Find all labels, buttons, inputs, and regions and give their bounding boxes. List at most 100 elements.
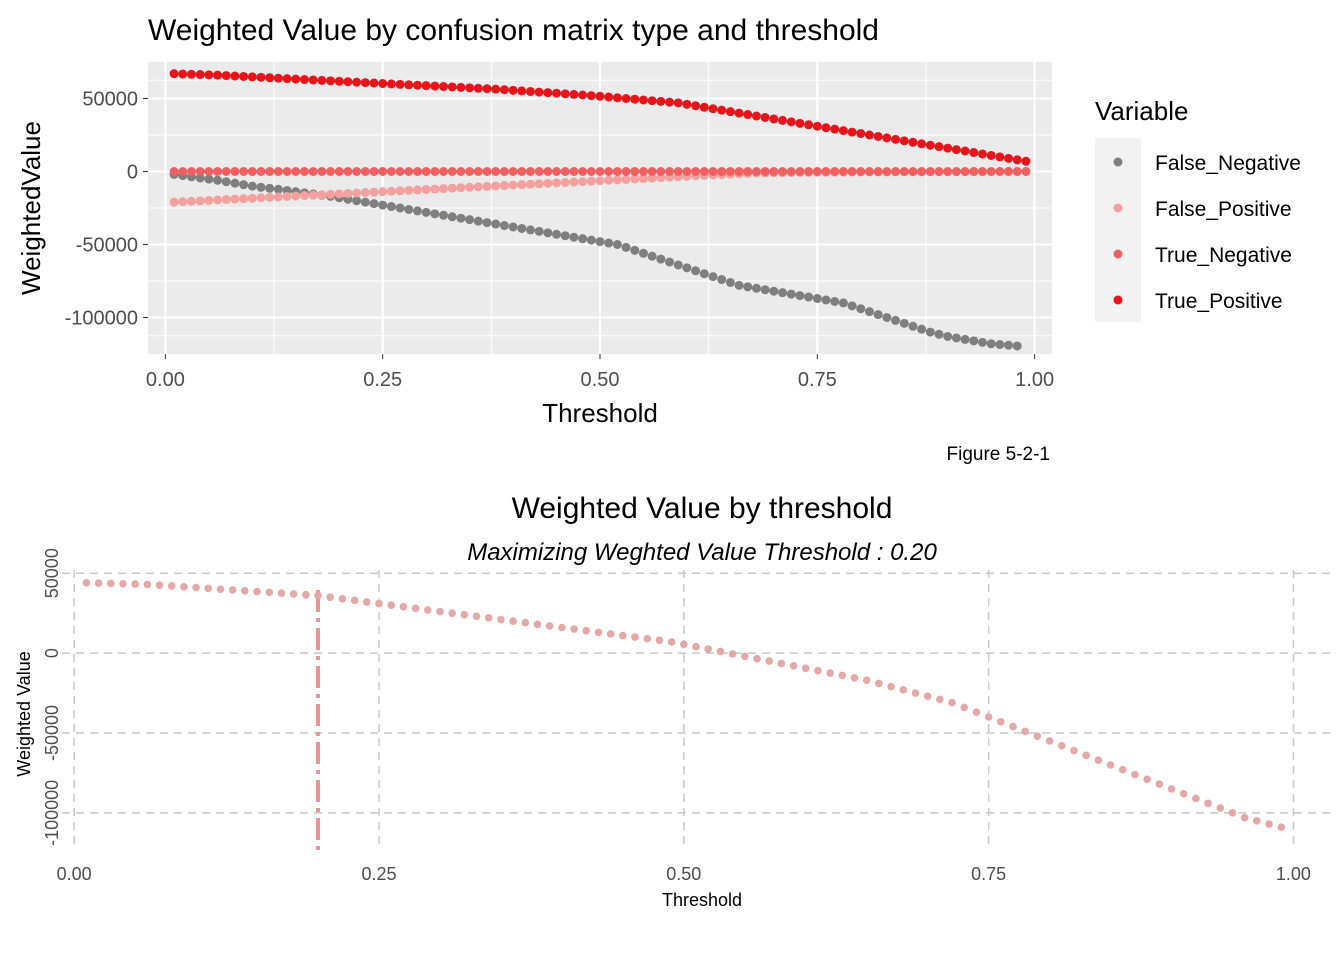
data-point — [1045, 737, 1054, 745]
data-point — [378, 167, 388, 176]
data-point — [375, 599, 383, 608]
data-point — [291, 167, 301, 176]
legend-key — [1113, 295, 1123, 305]
data-point — [1216, 804, 1225, 812]
data-point — [986, 150, 996, 160]
data-point — [265, 192, 275, 202]
data-point — [699, 167, 709, 176]
data-point — [247, 72, 257, 82]
top-x-tick-label: 0.00 — [146, 369, 185, 391]
data-point — [882, 167, 892, 176]
data-point — [734, 167, 744, 176]
data-point — [777, 659, 786, 668]
data-point — [665, 167, 675, 176]
data-point — [656, 167, 666, 176]
data-point — [517, 167, 527, 176]
data-point — [665, 257, 675, 267]
data-point — [439, 167, 449, 176]
data-point — [352, 188, 362, 198]
data-point — [558, 623, 566, 632]
data-point — [682, 99, 692, 109]
data-point — [948, 698, 956, 707]
top-x-tick-label: 0.50 — [581, 369, 620, 391]
data-point — [221, 177, 231, 187]
data-point — [421, 184, 431, 194]
legend-key-background — [1095, 138, 1141, 322]
data-point — [241, 586, 249, 595]
data-point — [753, 654, 761, 663]
data-point — [508, 167, 518, 176]
data-point — [582, 626, 591, 635]
data-point — [517, 180, 527, 190]
data-point — [612, 93, 622, 103]
data-point — [291, 191, 301, 201]
data-point — [960, 167, 970, 176]
data-point — [765, 657, 773, 665]
data-point — [460, 610, 469, 619]
data-point — [1179, 789, 1188, 798]
data-point — [525, 167, 535, 176]
data-point — [830, 296, 840, 306]
data-point — [1021, 727, 1029, 736]
data-point — [282, 191, 292, 201]
data-point — [421, 81, 431, 91]
data-point — [612, 167, 622, 176]
data-point — [378, 187, 388, 197]
data-point — [509, 617, 517, 625]
data-point — [412, 206, 422, 216]
data-point — [570, 625, 578, 633]
data-point — [360, 78, 370, 88]
data-point — [899, 167, 909, 176]
data-point — [708, 272, 718, 282]
data-point — [265, 183, 275, 193]
data-point — [619, 631, 627, 640]
data-point — [1012, 167, 1022, 176]
data-point — [630, 167, 640, 176]
data-point — [795, 118, 805, 128]
data-point — [169, 197, 179, 207]
data-point — [308, 75, 318, 85]
data-point — [465, 167, 475, 176]
data-point — [430, 184, 440, 194]
data-point — [282, 167, 292, 176]
data-point — [826, 669, 834, 677]
data-point — [317, 167, 327, 176]
data-point — [230, 194, 240, 204]
data-point — [995, 167, 1005, 176]
data-point — [1012, 155, 1022, 165]
data-point — [334, 76, 344, 86]
data-point — [743, 282, 753, 292]
data-point — [213, 70, 223, 80]
top-y-tick-label: 0 — [127, 162, 138, 184]
data-point — [656, 254, 666, 264]
data-point — [560, 89, 570, 99]
data-point — [814, 666, 822, 675]
data-point — [302, 590, 310, 599]
data-point — [569, 177, 579, 187]
data-point — [578, 177, 588, 187]
top-y-axis-label: WeightedValue — [16, 121, 46, 295]
data-point — [343, 77, 353, 87]
data-point — [665, 97, 675, 107]
data-point — [221, 167, 231, 176]
data-point — [265, 167, 275, 176]
data-point — [621, 94, 631, 103]
data-point — [643, 634, 652, 643]
data-point — [155, 581, 164, 589]
data-point — [986, 339, 996, 349]
data-point — [943, 167, 953, 176]
data-point — [743, 110, 753, 120]
data-point — [1204, 799, 1212, 808]
data-point — [864, 130, 874, 140]
data-point — [299, 191, 309, 201]
data-point — [1167, 785, 1176, 793]
data-point — [221, 71, 231, 81]
top-x-tick-label: 0.25 — [363, 369, 402, 391]
data-point — [395, 79, 405, 89]
data-point — [369, 187, 379, 197]
bottom-x-axis: 0.00 0.25 0.50 0.75 1.00 — [57, 864, 1311, 884]
data-point — [482, 84, 492, 94]
data-point — [873, 167, 883, 176]
data-point — [169, 69, 179, 79]
data-point — [847, 127, 857, 137]
